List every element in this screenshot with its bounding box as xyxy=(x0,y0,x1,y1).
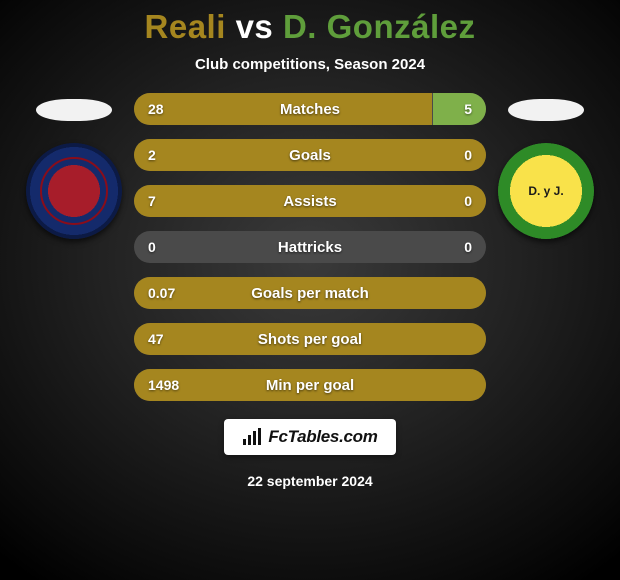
stat-value-right: 5 xyxy=(464,93,472,125)
page-title: Reali vs D. González xyxy=(145,8,476,46)
stat-label: Hattricks xyxy=(134,231,486,263)
stat-label: Min per goal xyxy=(134,369,486,401)
stat-value-left: 7 xyxy=(148,185,156,217)
stat-label: Goals per match xyxy=(134,277,486,309)
right-flag-placeholder xyxy=(508,99,584,121)
stat-bar: Matches28 5 xyxy=(134,93,486,125)
comparison-card: Reali vs D. González Club competitions, … xyxy=(0,0,620,580)
stat-bar: Shots per goal47 xyxy=(134,323,486,355)
stat-value-left: 0.07 xyxy=(148,277,175,309)
defensa-crest-text: D. y J. xyxy=(528,185,563,197)
right-column: D. y J. xyxy=(486,93,606,239)
stat-bar: Goals2 0 xyxy=(134,139,486,171)
stat-value-left: 28 xyxy=(148,93,164,125)
stat-value-left: 0 xyxy=(148,231,156,263)
stat-label: Shots per goal xyxy=(134,323,486,355)
stat-value-left: 1498 xyxy=(148,369,179,401)
watermark-badge: FcTables.com xyxy=(224,419,395,455)
defensa-crest-icon: D. y J. xyxy=(498,143,594,239)
watermark-text: FcTables.com xyxy=(268,427,377,447)
player2-name: D. González xyxy=(283,8,476,45)
stat-bar: Min per goal1498 xyxy=(134,369,486,401)
comparison-body: Matches285Goals20Assists70Hattricks00Goa… xyxy=(0,93,620,401)
stat-bar: Hattricks0 0 xyxy=(134,231,486,263)
date-text: 22 september 2024 xyxy=(247,473,372,489)
stat-label: Goals xyxy=(134,139,486,171)
stat-value-left: 2 xyxy=(148,139,156,171)
subtitle: Club competitions, Season 2024 xyxy=(195,56,425,73)
stat-value-right: 0 xyxy=(464,185,472,217)
stat-label: Matches xyxy=(134,93,486,125)
bars-icon xyxy=(242,428,262,446)
left-column xyxy=(14,93,134,239)
stat-value-right: 0 xyxy=(464,231,472,263)
stat-value-left: 47 xyxy=(148,323,164,355)
san-lorenzo-crest-icon xyxy=(26,143,122,239)
stat-bar: Goals per match0.07 xyxy=(134,277,486,309)
stat-value-right: 0 xyxy=(464,139,472,171)
stat-bar: Assists7 0 xyxy=(134,185,486,217)
left-flag-placeholder xyxy=(36,99,112,121)
vs-text: vs xyxy=(236,8,274,45)
player1-name: Reali xyxy=(145,8,226,45)
stat-label: Assists xyxy=(134,185,486,217)
stat-bars: Matches285Goals20Assists70Hattricks00Goa… xyxy=(134,93,486,401)
